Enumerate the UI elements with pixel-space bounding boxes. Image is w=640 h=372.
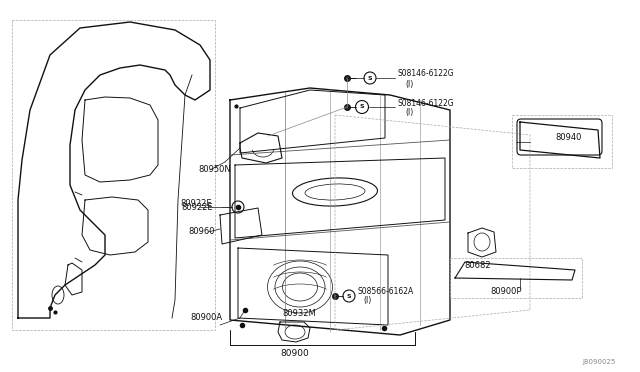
- Text: 80932M: 80932M: [282, 308, 316, 317]
- Text: 80900P: 80900P: [490, 288, 522, 296]
- Text: S: S: [360, 105, 364, 109]
- Circle shape: [232, 201, 244, 213]
- Text: 80922E: 80922E: [180, 199, 212, 208]
- Text: 80960: 80960: [188, 228, 214, 237]
- Text: J8090025: J8090025: [582, 359, 615, 365]
- Text: S: S: [347, 294, 351, 298]
- Text: 80900A: 80900A: [190, 314, 222, 323]
- Text: 80950N: 80950N: [198, 166, 231, 174]
- Text: S08146-6122G: S08146-6122G: [397, 70, 454, 78]
- Text: (I): (I): [405, 80, 413, 89]
- Text: (I): (I): [405, 109, 413, 118]
- Text: S: S: [368, 76, 372, 80]
- Text: 80682: 80682: [465, 260, 492, 269]
- Text: 80900: 80900: [280, 349, 309, 357]
- Text: S08566-6162A: S08566-6162A: [357, 286, 413, 295]
- Text: S08146-6122G: S08146-6122G: [397, 99, 454, 108]
- Text: 80922E: 80922E: [181, 202, 212, 212]
- Text: 80940: 80940: [555, 134, 581, 142]
- Text: (I): (I): [363, 296, 371, 305]
